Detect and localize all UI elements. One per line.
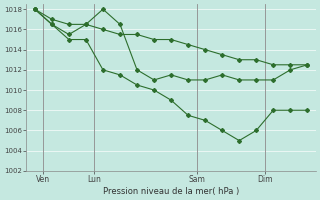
X-axis label: Pression niveau de la mer( hPa ): Pression niveau de la mer( hPa ) — [103, 187, 239, 196]
